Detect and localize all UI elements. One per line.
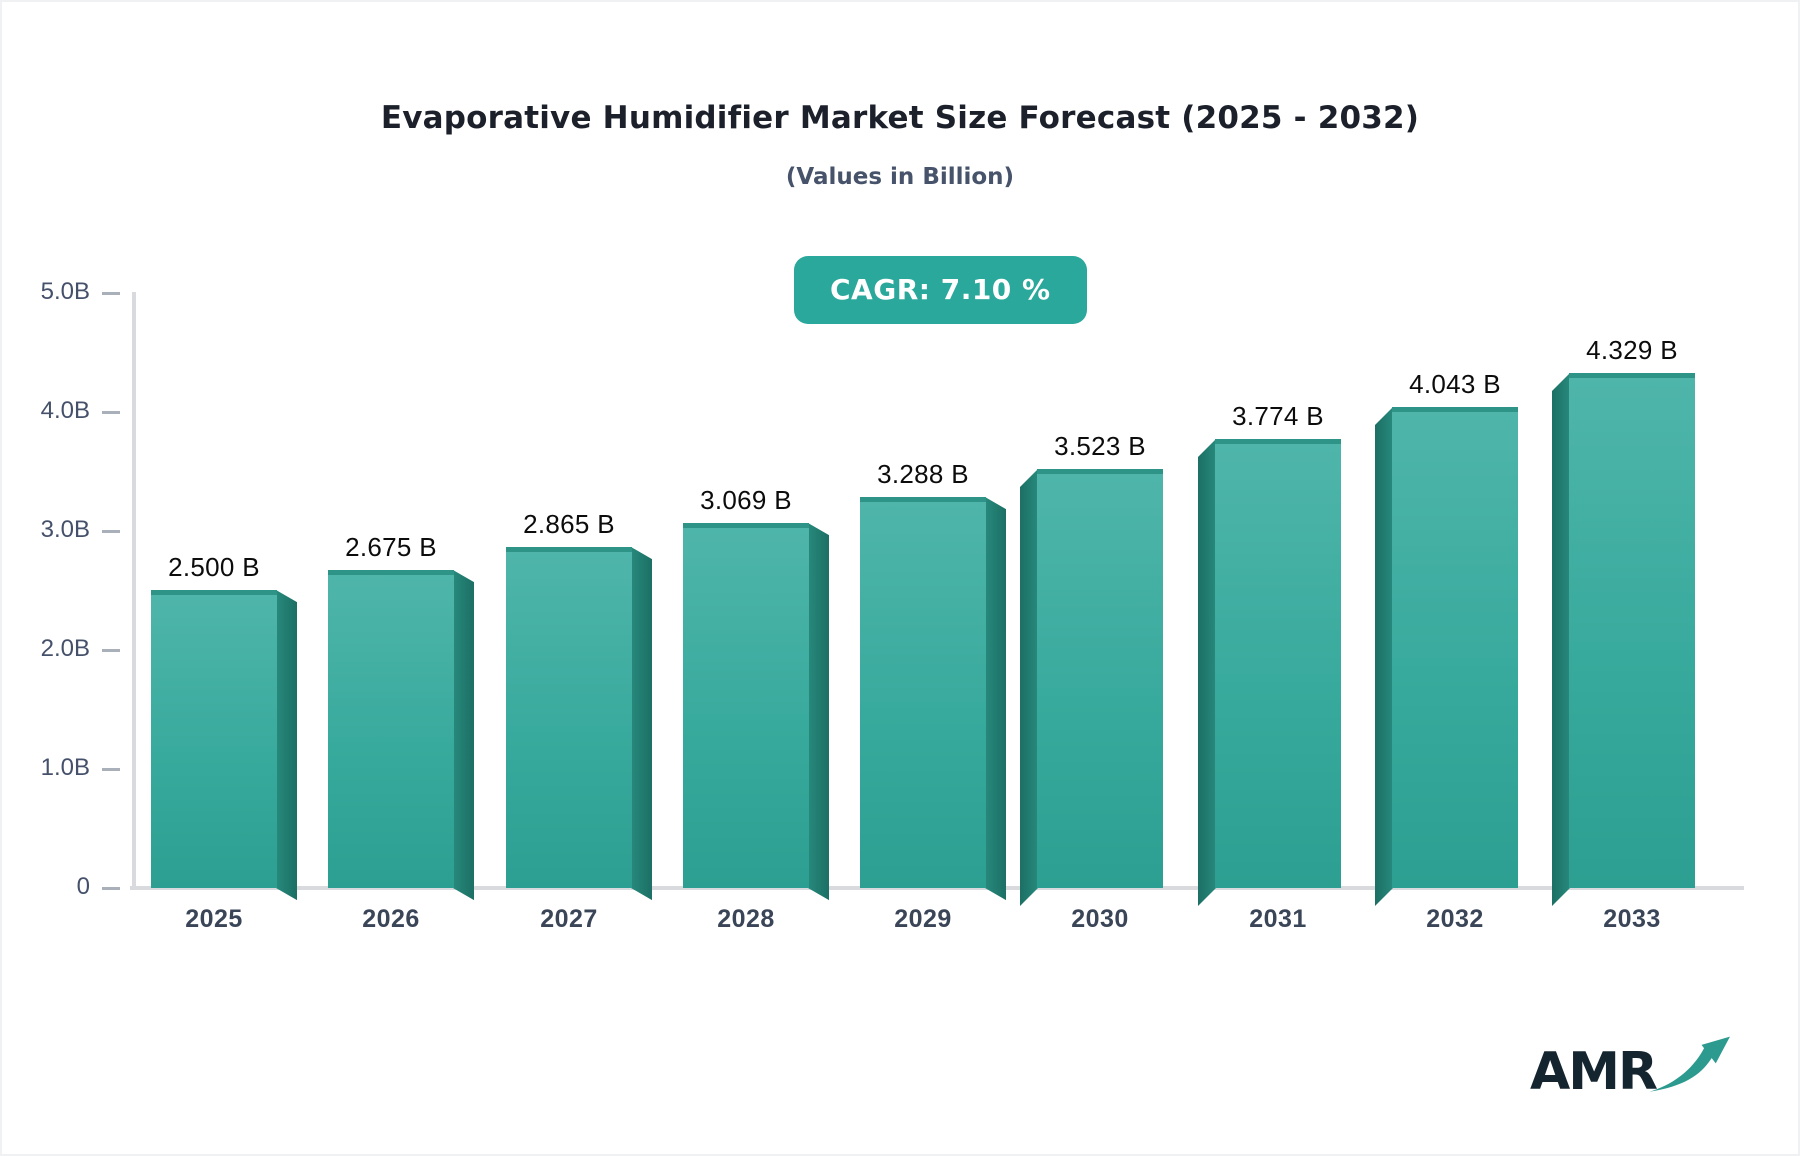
bar-2031 — [1215, 439, 1341, 888]
bar-2029 — [860, 497, 986, 888]
bar-side-face-2027 — [631, 547, 652, 901]
bar-value-label-2033: 4.329 B — [1586, 335, 1678, 365]
y-axis-tick-label: 5.0B — [40, 278, 90, 305]
x-axis-label-2028: 2028 — [717, 905, 775, 933]
bar-2026 — [328, 570, 454, 888]
cagr-badge: CAGR: 7.10 % — [794, 256, 1087, 324]
y-axis-tick-mark — [102, 887, 120, 890]
bar-side-face-2029 — [985, 497, 1006, 901]
y-axis-tick-label: 1.0B — [40, 754, 90, 781]
x-axis-label-2029: 2029 — [894, 905, 952, 933]
y-axis-tick-label: 3.0B — [40, 516, 90, 543]
y-axis-tick-label: 4.0B — [40, 397, 90, 424]
bar-2032 — [1392, 407, 1518, 888]
bar-side-face-2033 — [1552, 373, 1570, 906]
bar-2033 — [1569, 373, 1695, 888]
x-axis-label-2032: 2032 — [1426, 905, 1484, 933]
x-axis-label-2026: 2026 — [362, 905, 420, 933]
bar-value-label-2028: 3.069 B — [700, 485, 792, 515]
bar-2030 — [1037, 469, 1163, 888]
bar-2027 — [506, 547, 632, 888]
x-axis-label-2027: 2027 — [540, 905, 598, 933]
bar-side-face-2028 — [808, 523, 829, 901]
y-axis-tick-label: 2.0B — [40, 635, 90, 662]
bar-side-face-2026 — [453, 570, 474, 901]
bar-value-label-2031: 3.774 B — [1232, 401, 1324, 431]
y-axis-tick-mark — [102, 649, 120, 652]
bar-side-face-2025 — [276, 590, 297, 901]
bar-side-face-2031 — [1198, 439, 1216, 906]
bar-value-label-2029: 3.288 B — [877, 459, 969, 489]
y-axis-tick-label: 0 — [76, 873, 90, 900]
amr-logo: AMR — [1530, 1034, 1740, 1120]
bar-value-label-2025: 2.500 B — [168, 552, 260, 582]
bar-2025 — [151, 590, 277, 888]
amr-logo-text: AMR — [1530, 1042, 1658, 1102]
bar-side-face-2032 — [1375, 407, 1393, 906]
bar-value-label-2030: 3.523 B — [1054, 431, 1146, 461]
bar-value-label-2027: 2.865 B — [523, 509, 615, 539]
chart-subtitle: (Values in Billion) — [785, 164, 1015, 190]
x-axis-label-2031: 2031 — [1249, 905, 1307, 933]
bar-side-face-2030 — [1020, 469, 1038, 906]
y-axis-tick-mark — [102, 411, 120, 414]
y-axis-tick-mark — [102, 292, 120, 295]
x-axis-label-2033: 2033 — [1603, 905, 1661, 933]
x-axis-baseline — [130, 886, 1744, 890]
y-axis-line — [132, 292, 136, 888]
y-axis-tick-mark — [102, 768, 120, 771]
bar-value-label-2026: 2.675 B — [345, 532, 437, 562]
x-axis-label-2030: 2030 — [1071, 905, 1129, 933]
chart-title: Evaporative Humidifier Market Size Forec… — [380, 100, 1420, 136]
x-axis-label-2025: 2025 — [185, 905, 243, 933]
bar-value-label-2032: 4.043 B — [1409, 369, 1501, 399]
y-axis-tick-mark — [102, 530, 120, 533]
growth-arrow-icon — [1649, 1036, 1730, 1092]
bar-2028 — [683, 523, 809, 888]
